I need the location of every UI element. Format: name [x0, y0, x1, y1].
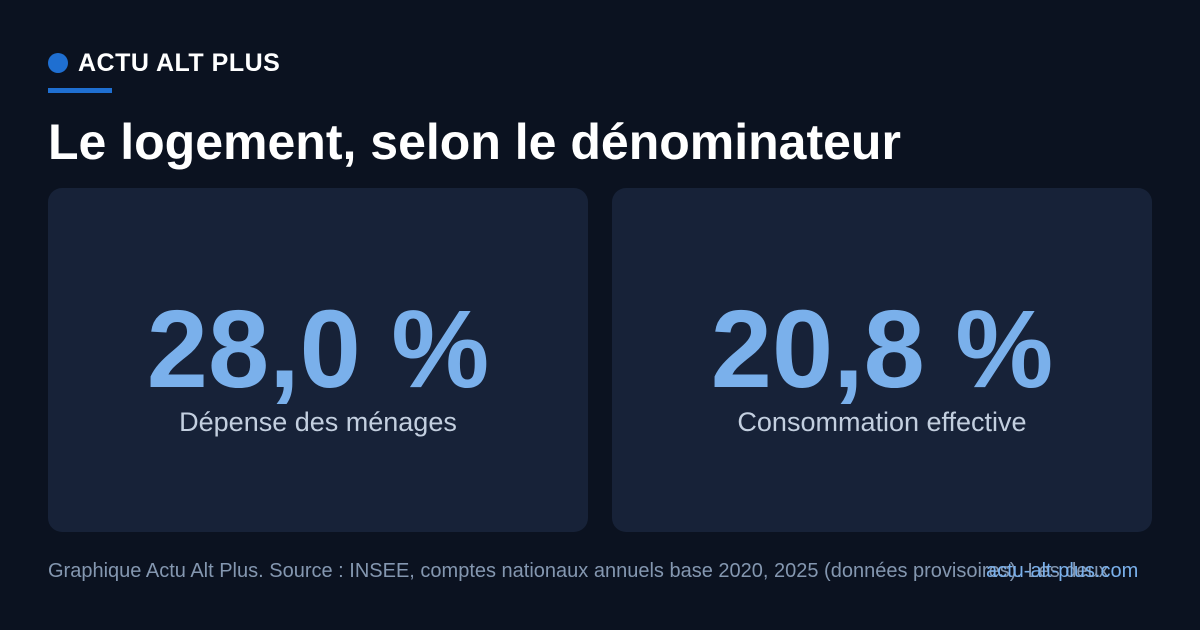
site-domain-link[interactable]: actu-alt-plus.com — [986, 560, 1139, 582]
kpi-value: 28,0 % — [146, 288, 490, 411]
kpi-label: Consommation effective — [737, 407, 1027, 437]
brand: ACTU ALT PLUS — [48, 48, 280, 78]
kpi-value: 20,8 % — [710, 288, 1054, 411]
brand-underline — [48, 88, 112, 93]
source-note: Graphique Actu Alt Plus. Source : INSEE,… — [48, 560, 1109, 582]
brand-dot-icon — [48, 53, 68, 73]
kpi-card-effective-consumption: 20,8 % Consommation effective — [612, 188, 1152, 532]
brand-name: ACTU ALT PLUS — [78, 49, 281, 77]
kpi-card-household-spending: 28,0 % Dépense des ménages — [48, 188, 588, 532]
kpi-label: Dépense des ménages — [179, 407, 457, 437]
page-title: Le logement, selon le dénominateur — [48, 114, 901, 170]
footer: Graphique Actu Alt Plus. Source : INSEE,… — [48, 558, 1200, 588]
